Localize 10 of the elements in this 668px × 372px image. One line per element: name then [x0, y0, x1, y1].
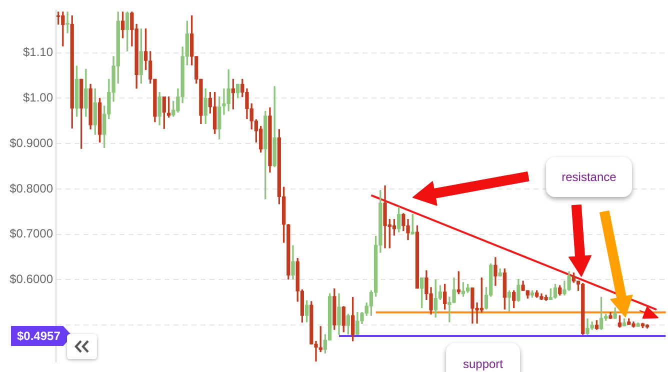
y-tick-label: $0.8000 — [10, 181, 54, 196]
y-tick-label: $1.10 — [22, 45, 54, 60]
annotation: resistance — [546, 157, 632, 197]
y-tick-label: $1.00 — [22, 90, 54, 105]
y-tick-label: $0.7000 — [10, 226, 54, 241]
annotation: $0.4957 — [11, 326, 72, 346]
candlestick — [66, 12, 70, 34]
y-tick-label: $0.9000 — [10, 136, 54, 150]
y-tick-label: $0.6000 — [10, 272, 54, 286]
annotation: support — [446, 343, 520, 372]
